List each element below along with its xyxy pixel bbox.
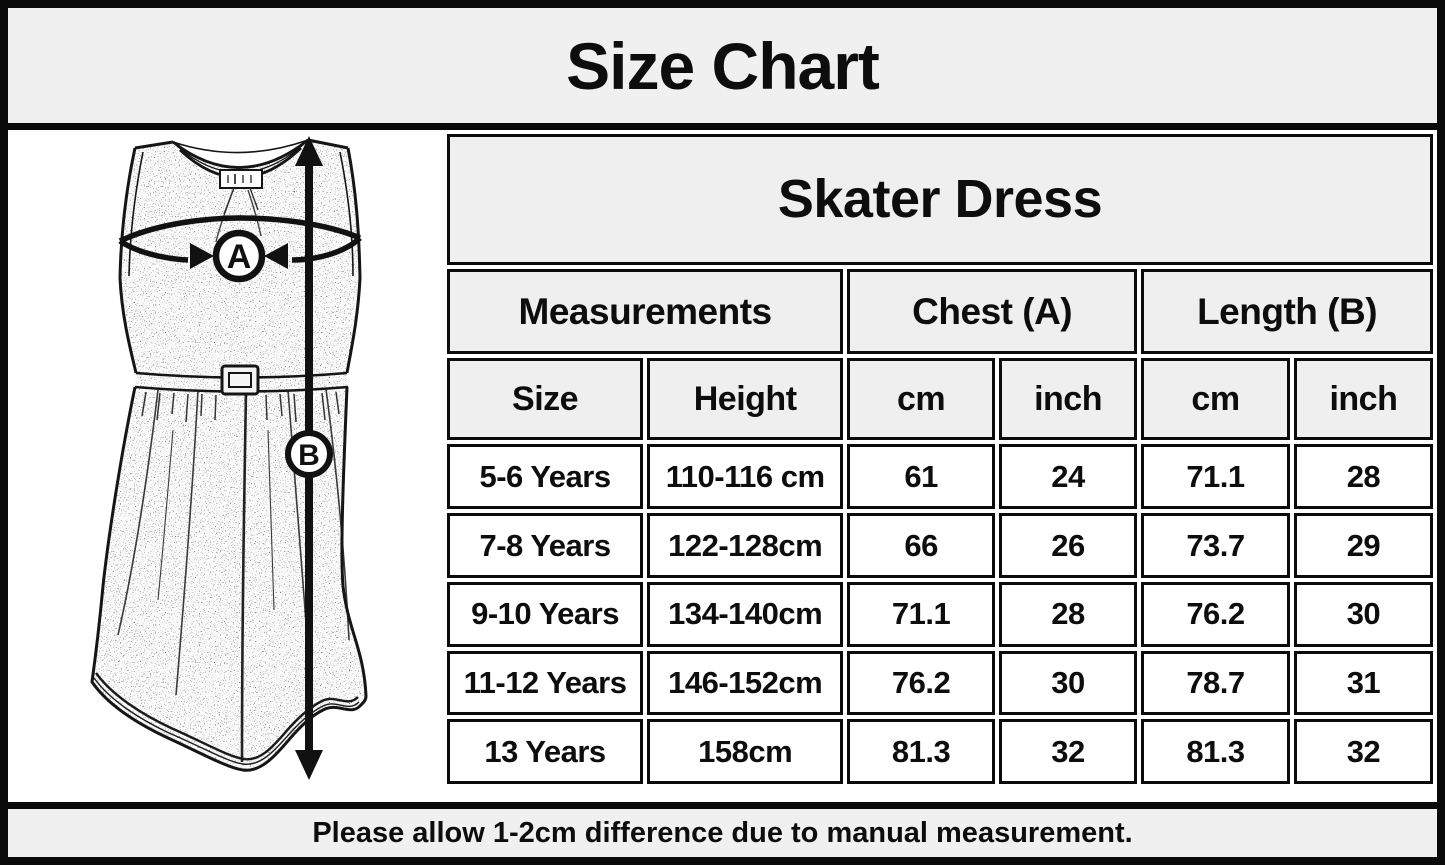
- value-cell: 32: [998, 719, 1138, 784]
- length-arrow-down: [295, 750, 323, 780]
- hem-band: [93, 672, 360, 765]
- value-cell: 24: [998, 444, 1138, 510]
- length-marker: B: [285, 430, 333, 478]
- column-header-row: Size Height cm inch cm inch: [447, 358, 1433, 441]
- value-cell: 71.1: [847, 581, 995, 647]
- value-cell: 81.3: [1141, 719, 1290, 784]
- value-cell: 61: [847, 444, 995, 510]
- value-cell: 73.7: [1141, 513, 1290, 578]
- dress-illustration-panel: A B: [8, 130, 443, 802]
- value-cell: 30: [998, 650, 1138, 716]
- footer-note-band: Please allow 1-2cm difference due to man…: [8, 802, 1437, 857]
- table-row: 11-12 Years 146-152cm 76.2 30 78.7 31: [447, 650, 1433, 716]
- chest-measure-band: [118, 215, 362, 269]
- value-cell: 146-152cm: [647, 650, 844, 716]
- value-cell: 71.1: [1141, 444, 1290, 510]
- product-header-row: Skater Dress: [447, 134, 1433, 265]
- title-band: Size Chart: [8, 8, 1437, 130]
- size-cell: 13 Years: [447, 719, 644, 784]
- value-cell: 66: [847, 513, 995, 578]
- value-cell: 158cm: [647, 719, 844, 784]
- collar-label-tag: [219, 169, 263, 215]
- footer-note: Please allow 1-2cm difference due to man…: [312, 816, 1133, 849]
- size-table-body: 5-6 Years 110-116 cm 61 24 71.1 28 7-8 Years 12…: [447, 444, 1433, 784]
- value-cell: 29: [1293, 513, 1433, 578]
- column-header-length-cm: cm: [1141, 358, 1290, 441]
- product-name-cell: Skater Dress: [447, 134, 1433, 265]
- group-header-length: Length (B): [1141, 268, 1433, 355]
- size-cell: 11-12 Years: [447, 650, 644, 716]
- skirt-pleats: [117, 388, 350, 763]
- value-cell: 76.2: [847, 650, 995, 716]
- column-header-chest-cm: cm: [847, 358, 995, 441]
- belt: [134, 364, 349, 396]
- size-table: Skater Dress Measurements Chest (A) Leng…: [443, 130, 1437, 788]
- size-cell: 7-8 Years: [447, 513, 644, 578]
- chest-marker: A: [212, 229, 266, 283]
- value-cell: 31: [1293, 650, 1433, 716]
- column-header-height: Height: [647, 358, 844, 441]
- value-cell: 110-116 cm: [647, 444, 844, 510]
- length-arrow-up: [295, 136, 323, 166]
- chest-arrow-right: [264, 243, 288, 269]
- group-header-row: Measurements Chest (A) Length (B): [447, 268, 1433, 355]
- table-row: 13 Years 158cm 81.3 32 81.3 32: [447, 719, 1433, 784]
- column-header-size: Size: [447, 358, 644, 441]
- size-table-panel: Skater Dress Measurements Chest (A) Leng…: [443, 130, 1437, 788]
- group-header-measurements: Measurements: [447, 268, 844, 355]
- content-area: A B Skater Dress: [8, 130, 1437, 802]
- value-cell: 32: [1293, 719, 1433, 784]
- page-title: Size Chart: [566, 28, 880, 103]
- value-cell: 134-140cm: [647, 581, 844, 647]
- belt-buckle: [220, 364, 260, 396]
- value-cell: 122-128cm: [647, 513, 844, 578]
- table-row: 9-10 Years 134-140cm 71.1 28 76.2 30: [447, 581, 1433, 647]
- dress-body: [92, 140, 366, 771]
- column-header-length-inch: inch: [1293, 358, 1433, 441]
- table-row: 5-6 Years 110-116 cm 61 24 71.1 28: [447, 444, 1433, 510]
- column-header-chest-inch: inch: [998, 358, 1138, 441]
- length-marker-label: B: [298, 439, 320, 472]
- group-header-chest: Chest (A): [847, 268, 1138, 355]
- value-cell: 30: [1293, 581, 1433, 647]
- dress-sketch: A B: [90, 136, 368, 780]
- chest-marker-label: A: [227, 238, 252, 276]
- value-cell: 28: [998, 581, 1138, 647]
- value-cell: 26: [998, 513, 1138, 578]
- size-cell: 5-6 Years: [447, 444, 644, 510]
- size-cell: 9-10 Years: [447, 581, 644, 647]
- value-cell: 81.3: [847, 719, 995, 784]
- value-cell: 76.2: [1141, 581, 1290, 647]
- value-cell: 28: [1293, 444, 1433, 510]
- value-cell: 78.7: [1141, 650, 1290, 716]
- chest-arrow-left: [190, 243, 214, 269]
- table-row: 7-8 Years 122-128cm 66 26 73.7 29: [447, 513, 1433, 578]
